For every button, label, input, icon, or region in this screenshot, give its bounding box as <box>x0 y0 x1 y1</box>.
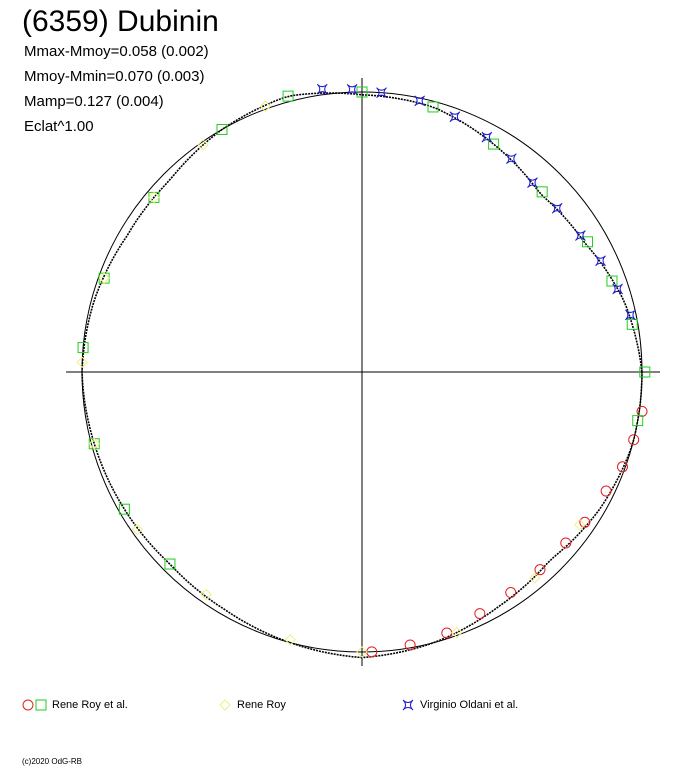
data-point-square <box>356 86 368 98</box>
data-point-star <box>505 153 517 165</box>
data-point-circle <box>616 461 628 473</box>
data-point-square <box>77 342 89 354</box>
data-point-diamond <box>529 572 541 584</box>
data-point-square <box>282 90 294 102</box>
axes <box>66 78 660 666</box>
data-point-diamond <box>197 139 209 151</box>
data-point-square <box>639 366 651 378</box>
data-point-diamond <box>88 438 100 450</box>
data-points <box>76 83 651 658</box>
legend-label-rene-roy-et-al: Rene Roy et al. <box>52 699 128 711</box>
legend-marker-green-square <box>35 699 47 711</box>
data-point-diamond <box>131 523 143 536</box>
data-point-square <box>98 272 110 284</box>
data-point-diamond <box>356 646 368 658</box>
fit-curve-path <box>81 92 643 659</box>
fit-curve <box>81 92 643 659</box>
data-point-star <box>346 84 358 95</box>
data-point-square <box>427 101 439 113</box>
data-point-star <box>551 202 563 214</box>
stat-mmoy-mmin: Mmoy-Mmin=0.070 (0.003) <box>24 68 205 85</box>
data-point-circle <box>534 564 546 576</box>
data-point-star <box>449 111 461 123</box>
data-point-circle <box>560 537 572 549</box>
data-point-diamond <box>259 100 271 112</box>
series-0-circle <box>366 405 648 658</box>
data-point-circle <box>505 587 517 599</box>
data-point-circle <box>636 405 648 417</box>
stat-mmax-mmoy: Mmax-Mmoy=0.058 (0.002) <box>24 43 209 60</box>
legend-markers <box>22 699 414 711</box>
data-point-star <box>575 230 586 241</box>
data-point-square <box>488 138 500 150</box>
legend-label-virginio-oldani: Virginio Oldani et al. <box>420 699 519 711</box>
data-point-square <box>118 503 130 515</box>
data-point-square <box>536 186 548 198</box>
data-point-circle <box>474 608 486 620</box>
stat-mamp: Mamp=0.127 (0.004) <box>24 93 164 110</box>
data-point-circle <box>404 639 416 651</box>
data-point-star <box>612 283 624 295</box>
data-point-diamond <box>284 634 296 646</box>
data-point-circle <box>600 485 612 497</box>
stat-eclat: Eclat^1.00 <box>24 118 94 135</box>
data-point-star <box>595 255 606 267</box>
series-3-star <box>316 83 636 321</box>
data-point-diamond <box>148 191 160 204</box>
data-point-square <box>606 275 618 287</box>
series-2-diamond <box>76 100 586 658</box>
series-1-square <box>77 86 651 570</box>
legend-marker-red-circle <box>22 699 34 711</box>
legend-label-rene-roy: Rene Roy <box>237 699 286 711</box>
copyright: (c)2020 OdG-RB <box>22 757 83 766</box>
data-point-square <box>632 415 644 427</box>
legend-marker-blue-star <box>402 699 414 711</box>
legend-marker-yellow-diamond <box>219 699 231 711</box>
data-point-square <box>582 236 594 248</box>
data-point-circle <box>579 516 591 528</box>
data-point-circle <box>628 434 640 446</box>
data-point-circle <box>441 627 453 639</box>
data-point-star <box>481 131 493 143</box>
data-point-diamond <box>451 626 463 639</box>
data-point-star <box>414 95 425 107</box>
data-point-star <box>316 83 328 95</box>
data-point-square <box>626 318 638 330</box>
data-point-diamond <box>574 518 586 531</box>
data-point-diamond <box>76 356 88 368</box>
data-point-square <box>216 124 228 136</box>
data-point-diamond <box>200 588 212 601</box>
chart-title: (6359) Dubinin <box>22 5 219 38</box>
data-point-square <box>164 558 176 570</box>
data-point-diamond <box>98 272 110 284</box>
